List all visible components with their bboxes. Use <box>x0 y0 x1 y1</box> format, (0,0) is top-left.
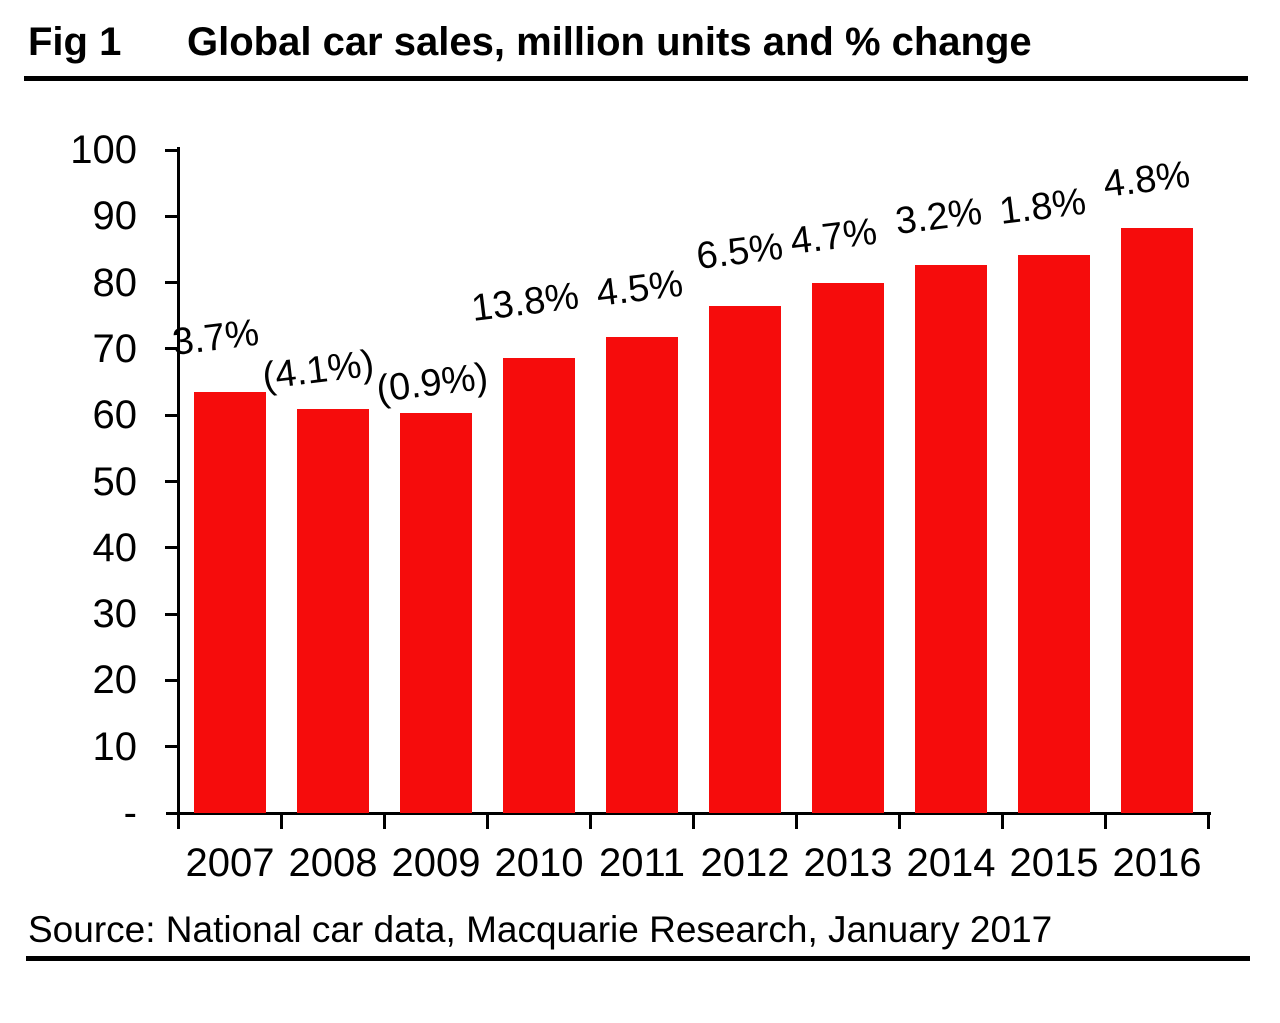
y-axis-label-0: - <box>123 791 137 835</box>
y-axis-tick-80 <box>165 281 179 284</box>
y-axis-label-20: 20 <box>92 658 138 702</box>
x-axis-label-2016: 2016 <box>1112 841 1202 885</box>
x-axis-tick-3 <box>486 813 489 829</box>
x-axis-label-2011: 2011 <box>598 841 685 885</box>
bar-2015 <box>1018 255 1090 813</box>
x-axis-label-2009: 2009 <box>391 841 481 885</box>
bar-2007 <box>194 392 266 813</box>
bar-value-label-2016: 4.8% <box>1101 153 1193 206</box>
y-axis-tick-70 <box>165 347 179 350</box>
figure-number: Fig 1 <box>28 20 122 64</box>
x-axis-label-2007: 2007 <box>185 841 275 885</box>
bar-value-label-2007: 3.7% <box>170 311 262 364</box>
y-axis-label-90: 90 <box>92 194 138 238</box>
x-axis-tick-6 <box>795 813 798 829</box>
title-divider-rule <box>24 76 1248 81</box>
x-axis-label-2012: 2012 <box>700 841 790 885</box>
y-axis-tick-90 <box>165 215 179 218</box>
x-axis-label-2015: 2015 <box>1009 841 1099 885</box>
bar-2011 <box>606 337 678 813</box>
x-axis-tick-8 <box>1001 813 1004 829</box>
x-axis-tick-10 <box>1207 813 1210 829</box>
bar-value-label-2014: 3.2% <box>893 190 985 243</box>
bar-value-label-2009: (0.9%) <box>374 355 491 411</box>
y-axis-label-100: 100 <box>70 128 137 172</box>
x-axis-label-2008: 2008 <box>288 841 378 885</box>
bar-2008 <box>297 409 369 813</box>
y-axis-tick-40 <box>165 546 179 549</box>
x-axis-tick-1 <box>280 813 283 829</box>
x-axis-tick-7 <box>898 813 901 829</box>
bar-value-label-2015: 1.8% <box>997 180 1089 233</box>
y-axis-label-50: 50 <box>92 460 138 504</box>
bar-value-label-2010: 13.8% <box>469 275 582 330</box>
y-axis-tick-60 <box>165 414 179 417</box>
x-axis-label-2013: 2013 <box>803 841 893 885</box>
bar-value-label-2013: 4.7% <box>788 210 880 263</box>
y-axis-label-30: 30 <box>92 592 138 636</box>
x-axis-tick-2 <box>383 813 386 829</box>
bar-2012 <box>709 306 781 813</box>
y-axis-label-40: 40 <box>92 526 138 570</box>
x-axis-label-2010: 2010 <box>494 841 584 885</box>
y-axis-tick-10 <box>165 745 179 748</box>
x-axis-tick-5 <box>692 813 695 829</box>
bar-2016 <box>1121 228 1193 813</box>
bar-value-label-2008: (4.1%) <box>260 342 377 398</box>
y-axis-line <box>177 147 180 829</box>
x-axis-line <box>166 812 1211 815</box>
bottom-divider-rule <box>26 956 1250 961</box>
y-axis-label-60: 60 <box>92 393 138 437</box>
x-axis-tick-9 <box>1104 813 1107 829</box>
bar-2013 <box>812 283 884 813</box>
bar-2014 <box>915 265 987 813</box>
bar-2009 <box>400 413 472 813</box>
source-caption: Source: National car data, Macquarie Res… <box>28 909 1053 950</box>
bar-value-label-2011: 4.5% <box>594 262 686 315</box>
y-axis-tick-20 <box>165 679 179 682</box>
bar-2010 <box>503 358 575 813</box>
y-axis-tick-50 <box>165 480 179 483</box>
y-axis-label-70: 70 <box>92 327 138 371</box>
y-axis-label-80: 80 <box>92 261 138 305</box>
y-axis-tick-30 <box>165 613 179 616</box>
x-axis-tick-0 <box>177 813 180 829</box>
x-axis-label-2014: 2014 <box>906 841 996 885</box>
bar-value-label-2012: 6.5% <box>694 225 786 278</box>
figure-title: Global car sales, million units and % ch… <box>187 20 1032 64</box>
y-axis-label-10: 10 <box>92 725 138 769</box>
y-axis-tick-100 <box>165 149 179 152</box>
x-axis-tick-4 <box>589 813 592 829</box>
